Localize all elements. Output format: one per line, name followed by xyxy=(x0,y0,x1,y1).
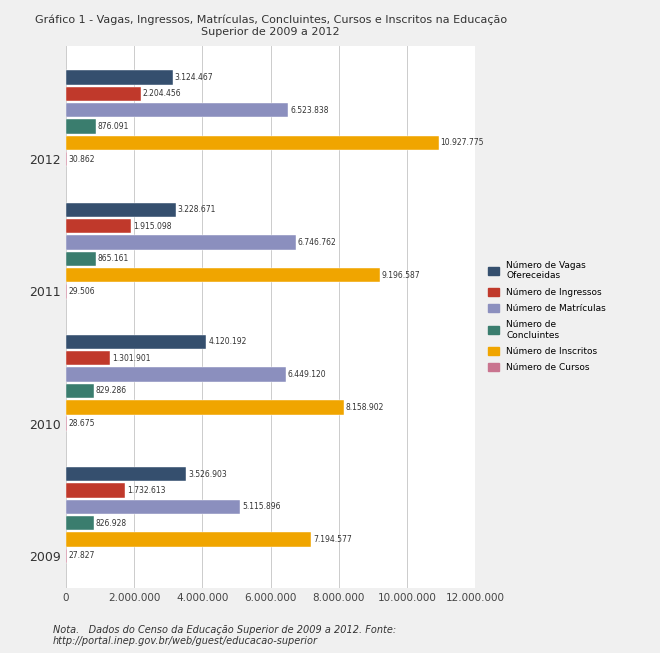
Bar xyxy=(66,368,286,382)
Text: 30.862: 30.862 xyxy=(69,155,95,164)
Bar xyxy=(66,103,288,118)
Text: 29.506: 29.506 xyxy=(69,287,95,296)
Bar xyxy=(66,417,67,431)
Text: 6.523.838: 6.523.838 xyxy=(290,106,329,115)
Text: 865.161: 865.161 xyxy=(97,254,129,263)
Text: 1.732.613: 1.732.613 xyxy=(127,486,165,495)
Text: 28.675: 28.675 xyxy=(69,419,95,428)
Text: 6.746.762: 6.746.762 xyxy=(298,238,337,247)
Bar xyxy=(66,235,296,249)
Bar xyxy=(66,251,96,266)
Bar xyxy=(66,384,94,398)
Bar xyxy=(66,119,96,134)
Text: 27.827: 27.827 xyxy=(69,551,95,560)
Bar xyxy=(66,202,176,217)
Legend: Número de Vagas
Ofereceidas, Número de Ingressos, Número de Matrículas, Número d: Número de Vagas Ofereceidas, Número de I… xyxy=(484,257,610,377)
Bar xyxy=(66,400,345,415)
Text: 4.120.192: 4.120.192 xyxy=(208,338,247,347)
Bar xyxy=(66,516,94,530)
Bar xyxy=(66,219,131,233)
Bar xyxy=(66,335,207,349)
Text: 3.124.467: 3.124.467 xyxy=(174,73,213,82)
Bar xyxy=(66,71,172,85)
Title: Gráfico 1 - Vagas, Ingressos, Matrículas, Concluintes, Cursos e Inscritos na Edu: Gráfico 1 - Vagas, Ingressos, Matrículas… xyxy=(34,14,507,37)
Text: Nota.   Dados do Censo da Educação Superior de 2009 a 2012. Fonte:
http://portal: Nota. Dados do Censo da Educação Superio… xyxy=(53,625,396,646)
Text: 5.115.896: 5.115.896 xyxy=(242,502,280,511)
Bar xyxy=(66,351,110,366)
Bar xyxy=(66,500,240,514)
Text: 1.915.098: 1.915.098 xyxy=(133,221,172,231)
Text: 8.158.902: 8.158.902 xyxy=(346,403,384,412)
Text: 2.204.456: 2.204.456 xyxy=(143,89,182,99)
Text: 3.228.671: 3.228.671 xyxy=(178,205,216,214)
Text: 829.286: 829.286 xyxy=(96,387,127,396)
Bar xyxy=(66,136,439,150)
Text: 1.301.901: 1.301.901 xyxy=(112,354,150,363)
Bar xyxy=(66,532,312,547)
Bar xyxy=(66,152,67,167)
Text: 876.091: 876.091 xyxy=(98,122,129,131)
Bar xyxy=(66,483,125,498)
Bar xyxy=(66,549,67,563)
Bar xyxy=(66,284,67,298)
Bar xyxy=(66,87,141,101)
Text: 6.449.120: 6.449.120 xyxy=(288,370,326,379)
Text: 3.526.903: 3.526.903 xyxy=(188,470,227,479)
Bar xyxy=(66,467,186,481)
Text: 826.928: 826.928 xyxy=(96,518,127,528)
Text: 9.196.587: 9.196.587 xyxy=(381,270,420,279)
Text: 7.194.577: 7.194.577 xyxy=(313,535,352,544)
Bar xyxy=(66,268,380,282)
Text: 10.927.775: 10.927.775 xyxy=(440,138,484,148)
